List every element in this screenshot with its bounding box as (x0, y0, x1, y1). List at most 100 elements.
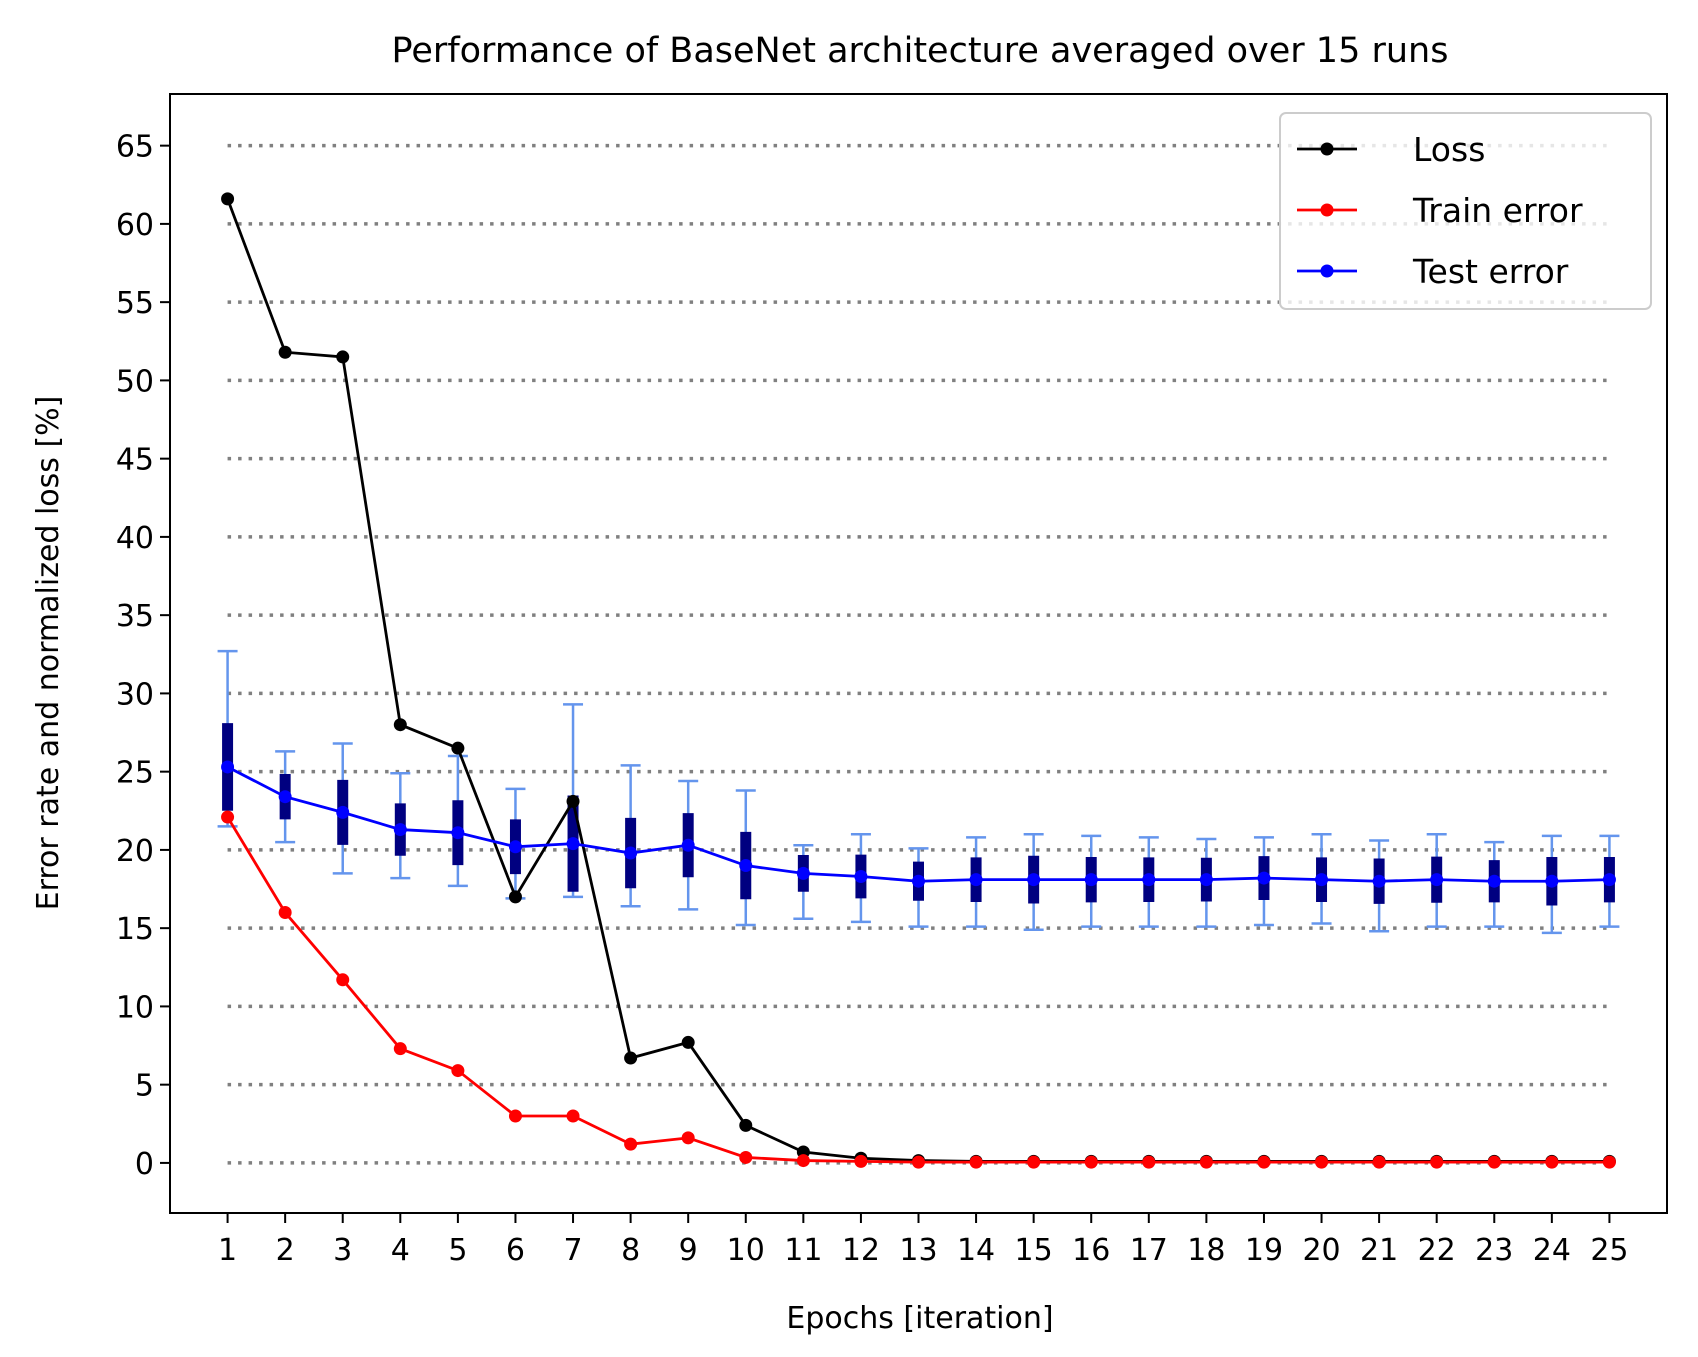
x-tick-label: 18 (1187, 1233, 1225, 1268)
data-point (1487, 1155, 1501, 1169)
y-tick-label: 25 (116, 756, 154, 791)
legend-label: Train error (1412, 191, 1583, 230)
data-point (393, 823, 407, 837)
data-point (681, 1035, 695, 1049)
y-tick-label: 65 (116, 130, 154, 165)
data-point (566, 837, 580, 851)
legend-label: Loss (1413, 130, 1485, 169)
data-point (1315, 873, 1329, 887)
y-tick-label: 20 (116, 834, 154, 869)
data-point (336, 350, 350, 364)
legend-marker (1320, 142, 1334, 156)
x-tick-label: 12 (842, 1233, 880, 1268)
data-point (1142, 1155, 1156, 1169)
data-point (221, 810, 235, 824)
x-tick-label: 2 (276, 1233, 295, 1268)
data-point (336, 973, 350, 987)
data-point (393, 718, 407, 732)
x-tick-label: 21 (1360, 1233, 1398, 1268)
data-point (854, 870, 868, 884)
legend: Loss Train error Test error (1279, 112, 1652, 310)
x-tick-label: 6 (506, 1233, 525, 1268)
y-tick-label: 35 (116, 599, 154, 634)
y-tick-label: 50 (116, 364, 154, 399)
data-point (278, 790, 292, 804)
x-tick-label: 13 (899, 1233, 937, 1268)
legend-marker (1320, 203, 1334, 217)
x-tick-label: 10 (727, 1233, 765, 1268)
data-point (508, 890, 522, 904)
data-point (1027, 1155, 1041, 1169)
y-tick-label: 5 (135, 1069, 154, 1104)
data-point (1199, 1155, 1213, 1169)
data-point (912, 874, 925, 888)
data-point (1257, 871, 1271, 885)
data-point (681, 838, 695, 852)
y-tick-label: 40 (116, 521, 154, 556)
x-tick-label: 5 (448, 1233, 467, 1268)
x-tick-label: 22 (1418, 1233, 1456, 1268)
data-point (278, 906, 292, 920)
y-tick-label: 0 (135, 1147, 154, 1182)
data-point (912, 1155, 925, 1169)
y-tick-label: 45 (116, 443, 154, 478)
x-tick-label: 19 (1245, 1233, 1283, 1268)
data-point (566, 1109, 580, 1123)
data-point (566, 794, 580, 808)
data-point (624, 1051, 638, 1065)
data-point (969, 873, 983, 887)
data-point (796, 1154, 810, 1168)
data-point (508, 1109, 522, 1123)
data-point (451, 1064, 465, 1078)
data-point (681, 1131, 695, 1145)
data-point (451, 741, 465, 755)
legend-box (1279, 112, 1652, 310)
series-lines (221, 192, 1616, 1169)
x-tick-label: 14 (957, 1233, 995, 1268)
data-point (278, 345, 292, 359)
data-point (1372, 1155, 1386, 1169)
data-point (624, 846, 638, 860)
data-point (1027, 873, 1041, 887)
data-point (1602, 1155, 1616, 1169)
y-tick-label: 55 (116, 286, 154, 321)
y-tick-label: 15 (116, 912, 154, 947)
x-tick-label: 15 (1015, 1233, 1053, 1268)
data-point (451, 826, 465, 840)
data-point (969, 1155, 983, 1169)
data-point (1487, 874, 1501, 888)
x-tick-label: 1 (218, 1233, 237, 1268)
data-point (1199, 873, 1213, 887)
x-tick-label: 24 (1533, 1233, 1571, 1268)
chart-title: Performance of BaseNet architecture aver… (392, 31, 1449, 71)
x-tick-label: 11 (784, 1233, 822, 1268)
legend-label: Test error (1412, 252, 1569, 291)
data-point (739, 859, 753, 873)
legend-marker (1320, 264, 1334, 278)
data-point (1602, 873, 1616, 887)
data-point (221, 760, 235, 774)
data-point (739, 1118, 753, 1132)
x-tick-label: 23 (1475, 1233, 1513, 1268)
data-point (796, 866, 810, 880)
y-tick-label: 60 (116, 208, 154, 243)
data-point (739, 1150, 753, 1164)
data-point (508, 840, 522, 854)
x-tick-label: 7 (563, 1233, 582, 1268)
data-point (221, 192, 235, 206)
x-tick-label: 4 (391, 1233, 410, 1268)
series-line (226, 198, 1610, 1163)
x-tick-label: 16 (1072, 1233, 1110, 1268)
data-point (1084, 873, 1098, 887)
data-point (336, 805, 350, 819)
x-tick-label: 17 (1130, 1233, 1168, 1268)
x-axis-label: Epochs [iteration] (786, 1301, 1053, 1336)
x-tick-label: 8 (621, 1233, 640, 1268)
data-point (1257, 1155, 1271, 1169)
data-point (854, 1154, 868, 1168)
y-axis-label: Error rate and normalized loss [%] (31, 396, 66, 911)
y-tick-label: 30 (116, 677, 154, 712)
data-point (393, 1042, 407, 1056)
